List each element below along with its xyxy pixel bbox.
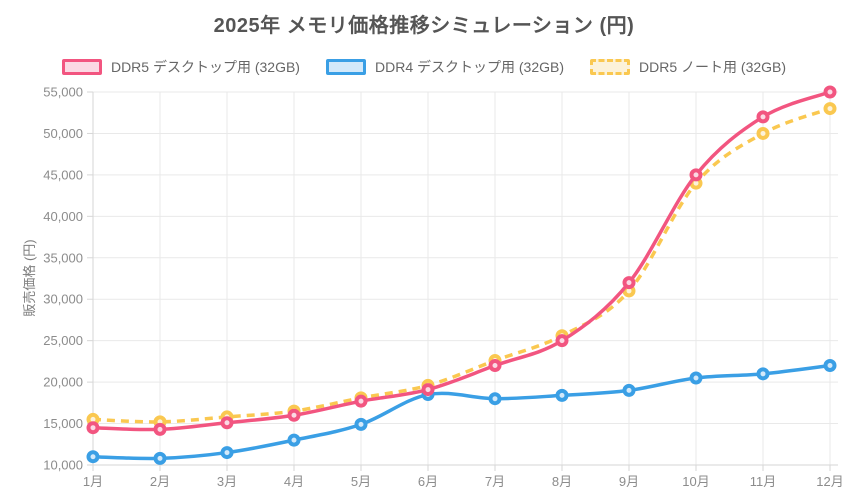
chart-title: 2025年 メモリ価格推移シミュレーション (円) bbox=[213, 15, 635, 37]
data-point-ddr5-desktop[interactable] bbox=[555, 334, 569, 348]
data-point-ddr5-desktop[interactable] bbox=[86, 421, 100, 435]
legend-swatch-ddr4-desktop bbox=[325, 59, 366, 75]
data-point-ddr5-desktop[interactable] bbox=[287, 408, 301, 422]
y-tick-label: 30,000 bbox=[43, 292, 83, 307]
legend-item-ddr4-desktop[interactable]: DDR4 デスクトップ用 (32GB) bbox=[325, 57, 565, 77]
legend-swatch-ddr5-desktop bbox=[61, 59, 102, 75]
data-point-ddr4-desktop[interactable] bbox=[86, 450, 100, 464]
data-point-ddr5-desktop[interactable] bbox=[153, 422, 167, 436]
data-point-ddr5-desktop[interactable] bbox=[354, 394, 368, 408]
y-tick-label: 25,000 bbox=[43, 333, 83, 348]
data-point-ddr5-desktop[interactable] bbox=[756, 110, 770, 124]
x-tick-label: 3月 bbox=[217, 474, 237, 489]
x-tick-label: 10月 bbox=[682, 474, 709, 489]
x-tick-label: 1月 bbox=[83, 474, 103, 489]
legend-swatch-ddr5-note bbox=[590, 59, 631, 75]
x-tick-label: 12月 bbox=[816, 474, 843, 489]
x-tick-label: 8月 bbox=[552, 474, 572, 489]
data-point-ddr4-desktop[interactable] bbox=[689, 371, 703, 385]
y-tick-label: 40,000 bbox=[43, 209, 83, 224]
x-tick-label: 2月 bbox=[150, 474, 170, 489]
data-point-ddr5-desktop[interactable] bbox=[488, 359, 502, 373]
data-point-ddr5-note[interactable] bbox=[756, 126, 770, 140]
x-tick-label: 5月 bbox=[351, 474, 371, 489]
y-axis-title: 販売価格 (円) bbox=[22, 239, 37, 317]
series-line-ddr5-note bbox=[92, 106, 831, 424]
y-tick-label: 35,000 bbox=[43, 250, 83, 265]
legend: DDR5 デスクトップ用 (32GB) DDR4 デスクトップ用 (32GB) … bbox=[0, 54, 848, 80]
data-point-ddr4-desktop[interactable] bbox=[622, 383, 636, 397]
legend-item-ddr5-note[interactable]: DDR5 ノート用 (32GB) bbox=[590, 57, 786, 77]
x-tick-label: 4月 bbox=[284, 474, 304, 489]
data-point-ddr4-desktop[interactable] bbox=[555, 388, 569, 402]
y-tick-label: 10,000 bbox=[43, 458, 83, 473]
legend-item-ddr5-desktop[interactable]: DDR5 デスクトップ用 (32GB) bbox=[61, 57, 300, 77]
legend-label-ddr5-desktop: DDR5 デスクトップ用 (32GB) bbox=[110, 59, 300, 75]
legend-label-ddr4-desktop: DDR4 デスクトップ用 (32GB) bbox=[374, 59, 565, 75]
x-tick-label: 11月 bbox=[750, 474, 777, 489]
data-point-ddr5-desktop[interactable] bbox=[689, 168, 703, 182]
y-tick-label: 50,000 bbox=[43, 126, 83, 141]
y-tick-label: 45,000 bbox=[43, 167, 83, 182]
data-point-ddr4-desktop[interactable] bbox=[153, 451, 167, 465]
data-point-ddr5-desktop[interactable] bbox=[421, 383, 435, 397]
data-point-ddr4-desktop[interactable] bbox=[488, 392, 502, 406]
data-point-ddr5-note[interactable] bbox=[823, 102, 837, 116]
x-tick-label: 6月 bbox=[418, 474, 438, 489]
x-tick-label: 7月 bbox=[485, 474, 505, 489]
data-point-ddr4-desktop[interactable] bbox=[354, 417, 368, 431]
data-point-ddr4-desktop[interactable] bbox=[220, 446, 234, 460]
legend-label-ddr5-note: DDR5 ノート用 (32GB) bbox=[639, 59, 787, 75]
data-point-ddr4-desktop[interactable] bbox=[287, 433, 301, 447]
series-line-ddr5-desktop bbox=[91, 90, 832, 432]
data-point-ddr5-desktop[interactable] bbox=[220, 416, 234, 430]
data-point-ddr5-desktop[interactable] bbox=[622, 276, 636, 290]
data-point-ddr4-desktop[interactable] bbox=[823, 359, 837, 373]
y-tick-label: 20,000 bbox=[43, 375, 83, 390]
y-tick-label: 15,000 bbox=[43, 416, 83, 431]
data-point-ddr4-desktop[interactable] bbox=[756, 367, 770, 381]
x-tick-label: 9月 bbox=[619, 474, 639, 489]
data-point-ddr5-desktop[interactable] bbox=[823, 85, 837, 99]
y-tick-label: 55,000 bbox=[43, 85, 83, 100]
